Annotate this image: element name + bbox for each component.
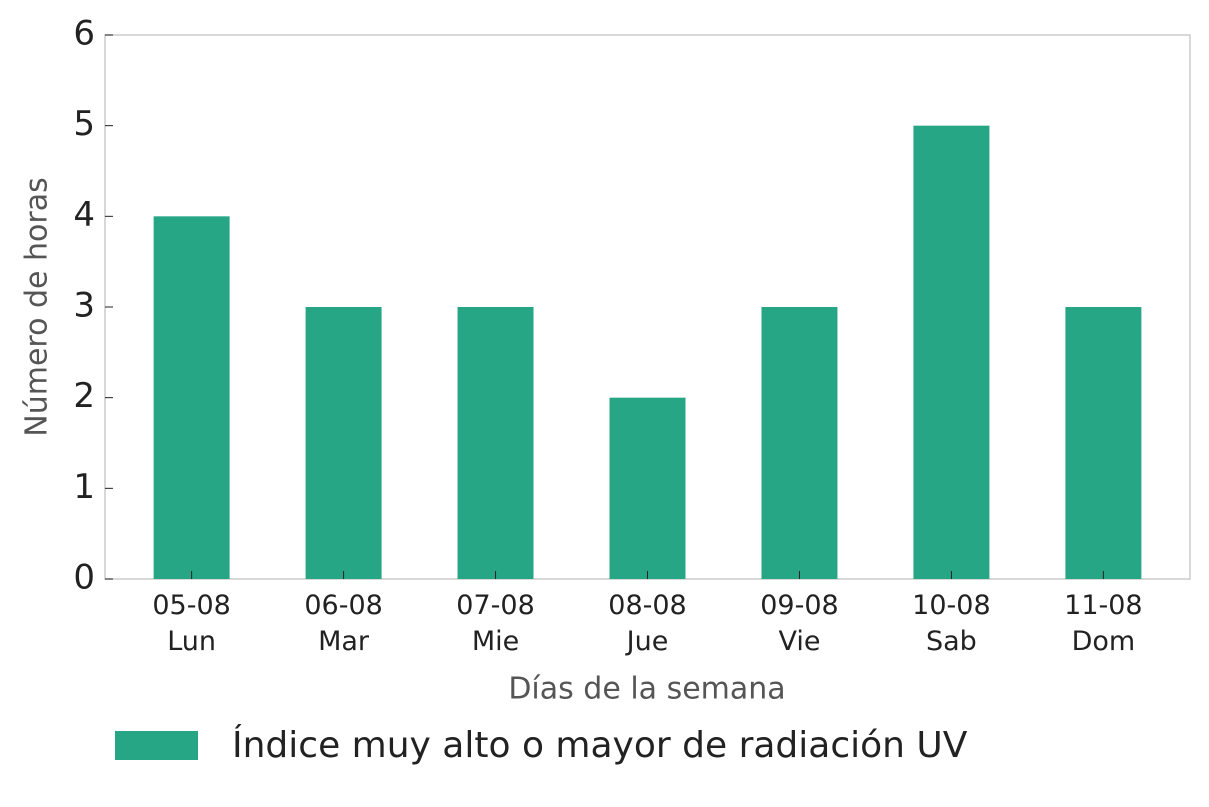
y-tick-label: 1	[73, 467, 95, 507]
x-tick-label: 10-08 Sab	[912, 590, 990, 657]
x-tick-label: 09-08 Vie	[760, 590, 838, 657]
bar	[153, 216, 230, 580]
x-tick-label: 11-08 Dom	[1064, 590, 1142, 657]
x-tick-label: 07-08 Mie	[456, 590, 534, 657]
legend-label: Índice muy alto o mayor de radiación UV	[232, 724, 968, 766]
y-tick-label: 6	[73, 14, 95, 54]
x-axis-label: Días de la semana	[508, 672, 785, 707]
bar	[1065, 307, 1142, 579]
legend-swatch	[115, 731, 198, 760]
x-tick-label: 05-08 Lun	[152, 590, 230, 657]
x-tick-label: 08-08 Jue	[608, 590, 686, 657]
y-axis-label: Número de horas	[20, 177, 55, 436]
bar	[761, 307, 838, 579]
y-tick-label: 0	[73, 558, 95, 598]
y-tick-label: 4	[73, 195, 95, 235]
x-tick-label: 06-08 Mar	[304, 590, 382, 657]
y-tick-label: 5	[73, 104, 95, 144]
y-tick-label: 3	[73, 286, 95, 326]
bar	[305, 307, 382, 579]
bar	[913, 125, 990, 580]
bar	[609, 397, 686, 579]
bar	[457, 307, 534, 579]
y-tick-label: 2	[73, 376, 95, 416]
